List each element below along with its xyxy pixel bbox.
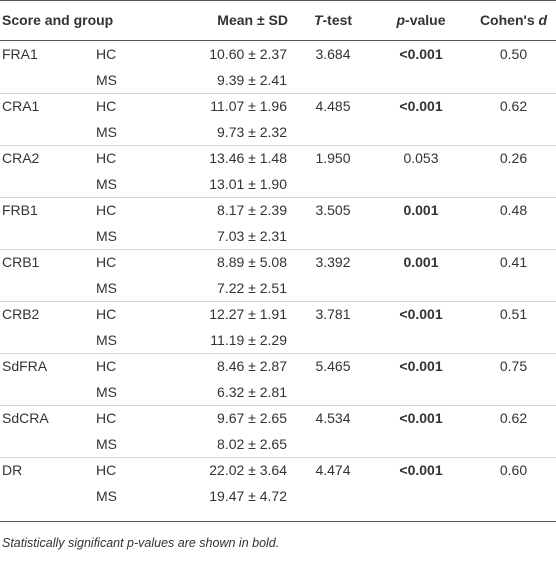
mean-sd: 7.22 ± 2.51 bbox=[217, 280, 287, 296]
group-label: MS bbox=[96, 176, 117, 192]
column-header: T-test bbox=[295, 0, 371, 40]
group-separator bbox=[0, 145, 556, 146]
mean-sd: 19.47 ± 4.72 bbox=[209, 488, 287, 504]
score-name: CRB1 bbox=[2, 254, 40, 270]
t-test: 3.505 bbox=[315, 202, 351, 218]
header-rule bbox=[0, 40, 556, 41]
score-name: CRB2 bbox=[2, 306, 40, 322]
group-label: MS bbox=[96, 384, 117, 400]
group-separator bbox=[0, 197, 556, 198]
group-label: HC bbox=[96, 150, 117, 166]
group-separator bbox=[0, 353, 556, 354]
group-label: MS bbox=[96, 488, 117, 504]
column-header: Mean ± SD bbox=[217, 12, 288, 28]
p-value: 0.001 bbox=[403, 254, 439, 270]
group-label: HC bbox=[96, 410, 117, 426]
score-name: SdCRA bbox=[2, 410, 49, 426]
p-value: <0.001 bbox=[399, 462, 443, 478]
score-name: FRB1 bbox=[2, 202, 38, 218]
t-test: 4.534 bbox=[315, 410, 351, 426]
mean-sd: 13.46 ± 1.48 bbox=[209, 150, 287, 166]
cohens-d: 0.62 bbox=[499, 98, 528, 114]
header-text: T bbox=[313, 12, 323, 28]
group-label: HC bbox=[96, 254, 117, 270]
cohens-d: 0.75 bbox=[499, 358, 528, 374]
p-value: 0.001 bbox=[403, 202, 439, 218]
top-rule bbox=[0, 0, 556, 1]
score-name: SdFRA bbox=[2, 358, 48, 374]
score-name: FRA1 bbox=[2, 46, 38, 62]
header-text: p bbox=[396, 12, 406, 28]
cohens-d: 0.62 bbox=[499, 410, 528, 426]
group-separator bbox=[0, 249, 556, 250]
cohens-d: 0.41 bbox=[499, 254, 528, 270]
group-separator bbox=[0, 457, 556, 458]
score-name: CRA2 bbox=[2, 150, 40, 166]
t-test: 1.950 bbox=[315, 150, 351, 166]
t-test: 4.485 bbox=[315, 98, 351, 114]
t-test: 5.465 bbox=[315, 358, 351, 374]
bottom-rule bbox=[0, 521, 556, 522]
cohens-d: 0.48 bbox=[499, 202, 528, 218]
column-header: Cohen's d bbox=[471, 0, 556, 40]
score-name: CRA1 bbox=[2, 98, 40, 114]
group-label: MS bbox=[96, 72, 117, 88]
t-test: 3.781 bbox=[315, 306, 351, 322]
mean-sd: 11.19 ± 2.29 bbox=[210, 332, 287, 348]
group-label: HC bbox=[96, 306, 117, 322]
group-label: MS bbox=[96, 332, 117, 348]
p-value: 0.053 bbox=[403, 150, 439, 166]
group-separator bbox=[0, 301, 556, 302]
mean-sd: 8.89 ± 5.08 bbox=[217, 254, 287, 270]
group-label: MS bbox=[96, 280, 117, 296]
p-value: <0.001 bbox=[399, 306, 443, 322]
column-header: p-value bbox=[371, 0, 471, 40]
t-test: 3.392 bbox=[315, 254, 351, 270]
p-value: <0.001 bbox=[399, 358, 443, 374]
p-value: <0.001 bbox=[399, 46, 443, 62]
score-name: DR bbox=[2, 462, 23, 478]
mean-sd: 9.39 ± 2.41 bbox=[217, 72, 287, 88]
footnote: Statistically significant p-values are s… bbox=[2, 536, 280, 550]
group-label: MS bbox=[96, 228, 117, 244]
header-text: -test bbox=[322, 12, 353, 28]
mean-sd: 9.67 ± 2.65 bbox=[217, 410, 287, 426]
p-value: <0.001 bbox=[399, 410, 443, 426]
group-label: MS bbox=[96, 436, 117, 452]
header-text: d bbox=[538, 12, 548, 28]
cohens-d: 0.60 bbox=[499, 462, 528, 478]
mean-sd: 8.46 ± 2.87 bbox=[217, 358, 287, 374]
cohens-d: 0.26 bbox=[499, 150, 528, 166]
group-label: HC bbox=[96, 98, 117, 114]
mean-sd: 13.01 ± 1.90 bbox=[209, 176, 287, 192]
group-label: MS bbox=[96, 124, 117, 140]
group-label: HC bbox=[96, 462, 117, 478]
mean-sd: 8.02 ± 2.65 bbox=[217, 436, 287, 452]
cohens-d: 0.50 bbox=[499, 46, 528, 62]
mean-sd: 22.02 ± 3.64 bbox=[209, 462, 287, 478]
group-label: HC bbox=[96, 202, 117, 218]
t-test: 4.474 bbox=[315, 462, 351, 478]
t-test: 3.684 bbox=[315, 46, 351, 62]
mean-sd: 8.17 ± 2.39 bbox=[217, 202, 287, 218]
header-text: -value bbox=[405, 12, 446, 28]
mean-sd: 12.27 ± 1.91 bbox=[209, 306, 287, 322]
group-separator bbox=[0, 405, 556, 406]
group-label: HC bbox=[96, 358, 117, 374]
p-value: <0.001 bbox=[399, 98, 443, 114]
mean-sd: 6.32 ± 2.81 bbox=[217, 384, 287, 400]
group-separator bbox=[0, 93, 556, 94]
mean-sd: 10.60 ± 2.37 bbox=[209, 46, 287, 62]
column-header: Score and group bbox=[2, 12, 114, 28]
mean-sd: 7.03 ± 2.31 bbox=[217, 228, 287, 244]
header-text: Cohen's bbox=[479, 12, 539, 28]
mean-sd: 11.07 ± 1.96 bbox=[210, 98, 287, 114]
cohens-d: 0.51 bbox=[499, 306, 528, 322]
group-label: HC bbox=[96, 46, 117, 62]
mean-sd: 9.73 ± 2.32 bbox=[217, 124, 287, 140]
